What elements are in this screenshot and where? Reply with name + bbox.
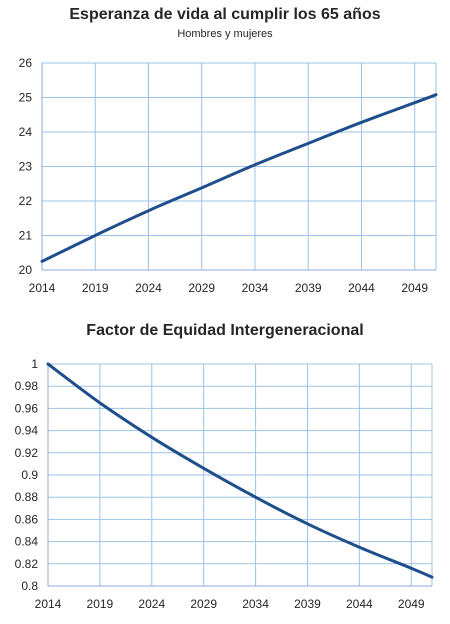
y-tick-label: 0.98 <box>15 379 39 393</box>
y-tick-label: 0.9 <box>21 468 38 482</box>
y-tick-label: 0.8 <box>21 579 38 593</box>
y-tick-label: 20 <box>19 263 33 277</box>
series-line <box>40 93 438 263</box>
y-tick-label: 26 <box>19 56 33 70</box>
x-tick-label: 2039 <box>294 597 321 611</box>
y-tick-label: 0.96 <box>15 401 39 415</box>
x-tick-label: 2049 <box>401 281 428 295</box>
chart-title: Esperanza de vida al cumplir los 65 años <box>69 6 381 23</box>
y-tick-label: 21 <box>19 229 33 243</box>
y-tick-label: 0.94 <box>15 424 39 438</box>
x-tick-label: 2039 <box>295 281 322 295</box>
series-line <box>46 362 434 579</box>
x-tick-label: 2024 <box>138 597 165 611</box>
y-tick-label: 0.92 <box>15 446 39 460</box>
y-tick-label: 24 <box>19 125 33 139</box>
x-tick-label: 2019 <box>87 597 114 611</box>
y-tick-label: 0.88 <box>15 490 39 504</box>
x-tick-label: 2049 <box>398 597 425 611</box>
y-tick-label: 22 <box>19 194 33 208</box>
y-tick-label: 0.84 <box>15 535 39 549</box>
y-tick-label: 1 <box>31 357 38 371</box>
y-tick-label: 25 <box>19 91 33 105</box>
x-tick-label: 2034 <box>242 281 269 295</box>
x-tick-label: 2034 <box>242 597 269 611</box>
x-tick-label: 2024 <box>135 281 162 295</box>
y-tick-label: 0.86 <box>15 512 39 526</box>
x-tick-label: 2044 <box>348 281 375 295</box>
x-tick-label: 2014 <box>29 281 56 295</box>
y-tick-label: 23 <box>19 160 33 174</box>
x-tick-label: 2014 <box>35 597 62 611</box>
x-tick-label: 2029 <box>190 597 217 611</box>
x-tick-label: 2044 <box>346 597 373 611</box>
life-expectancy-chart: Esperanza de vida al cumplir los 65 años… <box>0 0 450 302</box>
chart-subtitle: Hombres y mujeres <box>177 28 273 40</box>
intergenerational-factor-plot: 0.8 0.82 0.84 0.86 0.88 0.9 0.92 0.94 0.96 0.98 1 2… <box>15 357 434 611</box>
y-tick-label: 0.82 <box>15 557 39 571</box>
chart-title: Factor de Equidad Intergeneracional <box>86 322 364 339</box>
life-expectancy-plot: 20 21 22 23 24 25 26 2014 2019 2024 2029 2034 2039 20… <box>19 56 438 295</box>
x-tick-label: 2019 <box>82 281 109 295</box>
x-tick-label: 2029 <box>188 281 215 295</box>
intergenerational-factor-chart: Factor de Equidad Intergeneracional 0.8 0… <box>0 318 450 624</box>
